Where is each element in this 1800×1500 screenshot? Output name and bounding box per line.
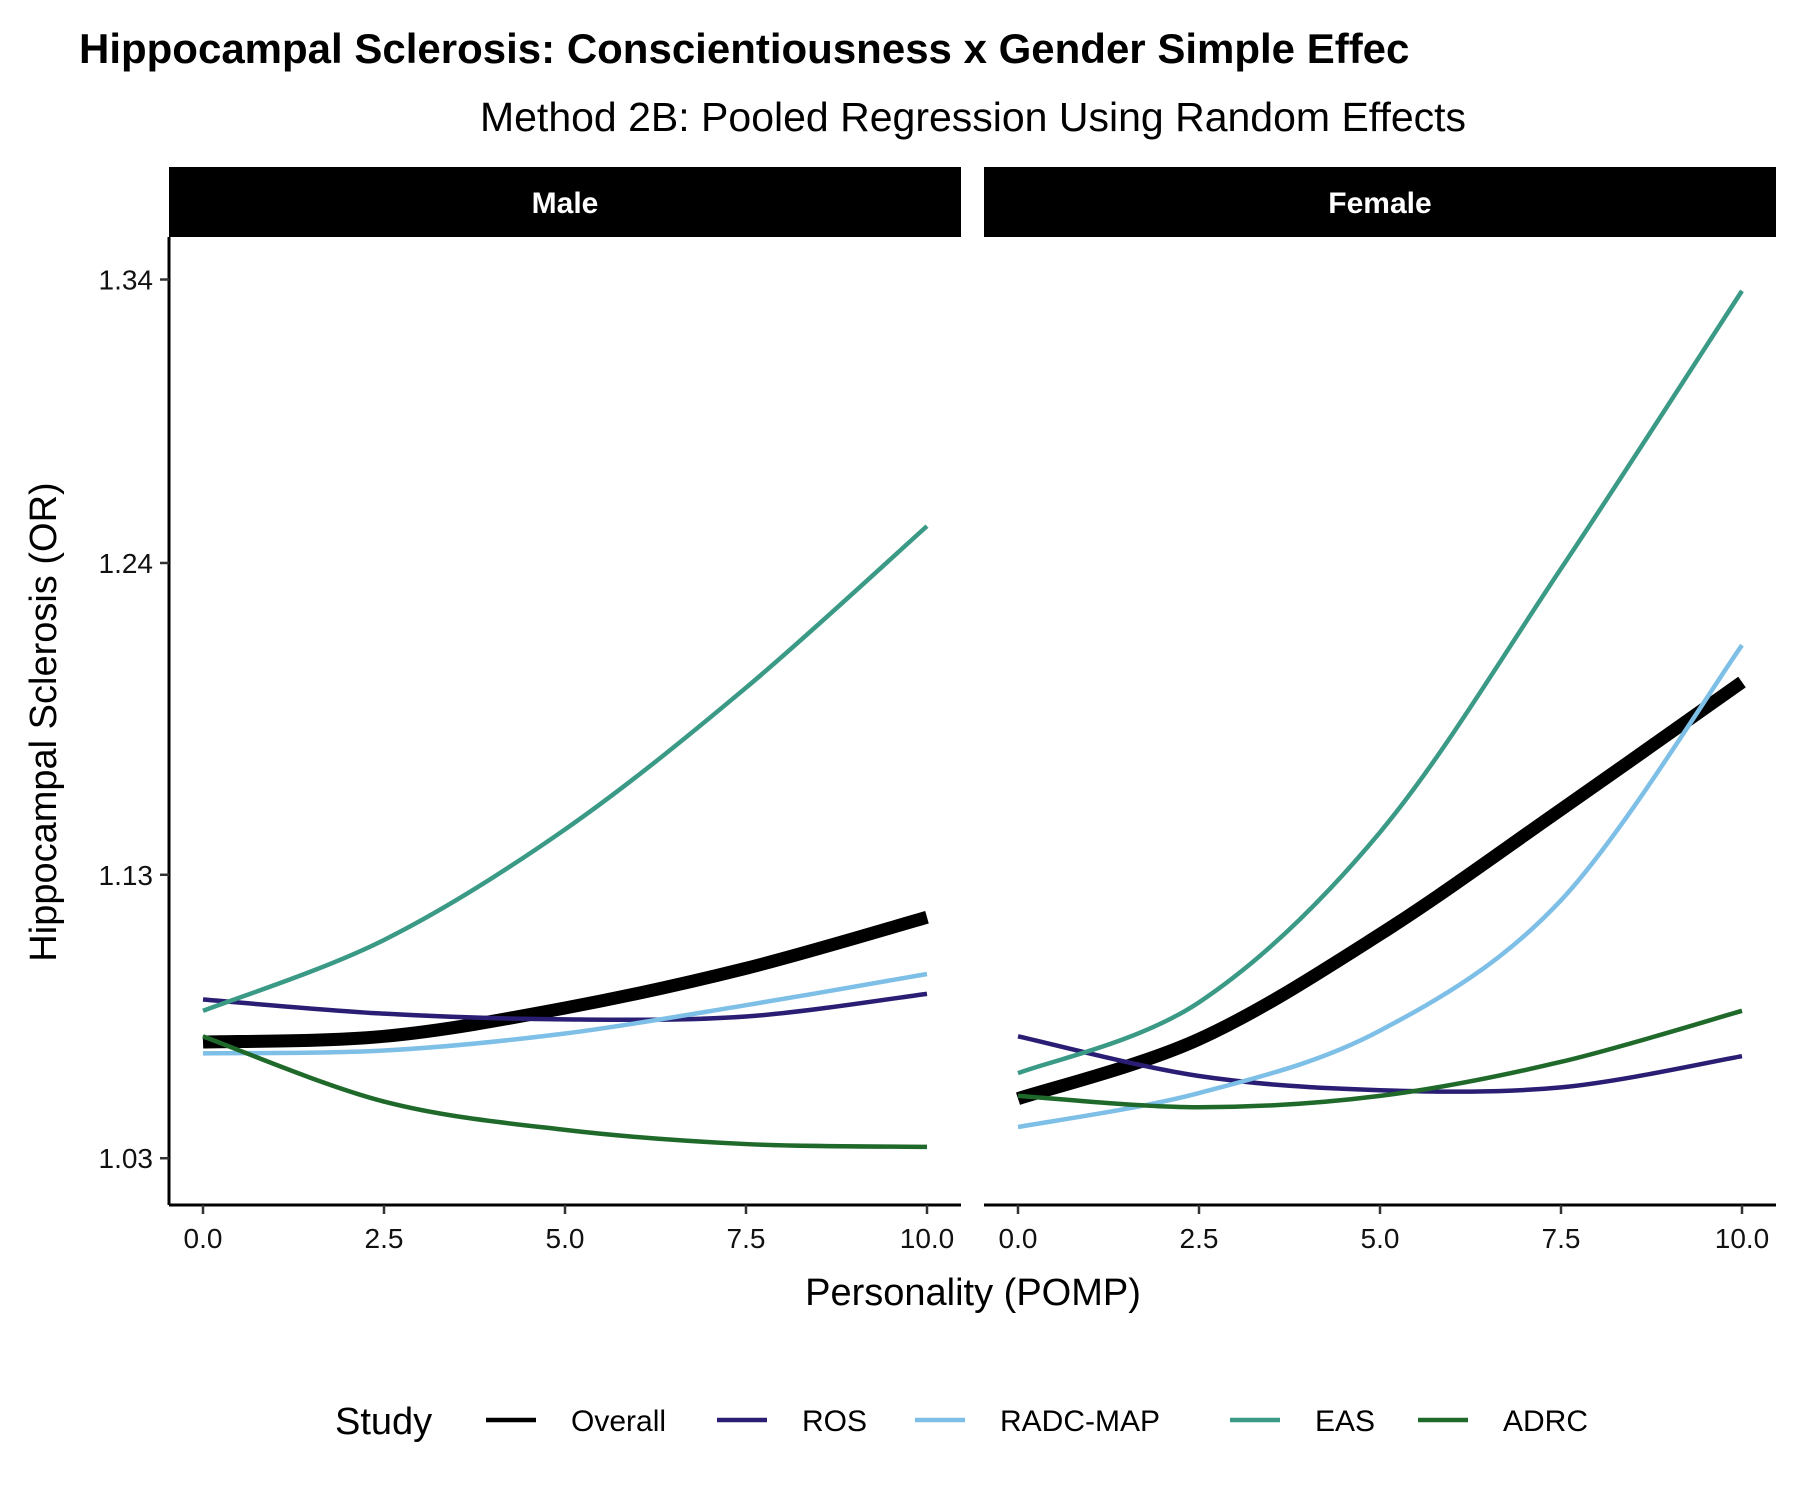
- y-axis-title: Hippocampal Sclerosis (OR): [23, 482, 65, 961]
- series-line-male-overall: [202, 911, 929, 1049]
- x-tick-label-male: 10.0: [900, 1223, 955, 1254]
- chart-subtitle: Method 2B: Pooled Regression Using Rando…: [480, 94, 1466, 140]
- y-tick-label: 1.24: [99, 548, 154, 579]
- x-tick-label-male: 5.0: [546, 1223, 585, 1254]
- x-tick-label-male: 7.5: [727, 1223, 766, 1254]
- x-tick-label-female: 10.0: [1715, 1223, 1770, 1254]
- series-line-female-ros: [1017, 1034, 1743, 1094]
- strip-label-female: Female: [1328, 187, 1431, 220]
- x-tick-label-male: 0.0: [184, 1223, 223, 1254]
- panel-female: [1015, 289, 1746, 1130]
- strip-label-male: Male: [532, 187, 599, 220]
- x-tick-label-female: 2.5: [1180, 1223, 1219, 1254]
- series-line-male-radc-map: [202, 971, 928, 1056]
- legend-label-ros: ROS: [802, 1405, 867, 1438]
- series-line-female-eas: [1017, 289, 1744, 1076]
- y-tick-label: 1.03: [99, 1143, 154, 1174]
- legend-label-radc-map: RADC-MAP: [1000, 1405, 1160, 1438]
- series-line-male-eas: [202, 524, 929, 1013]
- x-tick-label-female: 0.0: [999, 1223, 1038, 1254]
- series-line-male-ros: [202, 991, 928, 1023]
- strip-female: [984, 167, 1776, 237]
- y-tick-label: 1.34: [99, 265, 154, 296]
- panel-male: [202, 524, 929, 1150]
- legend-label-eas: EAS: [1315, 1405, 1375, 1438]
- x-tick-label-female: 7.5: [1542, 1223, 1581, 1254]
- series-line-female-overall: [1015, 676, 1746, 1105]
- y-tick-label: 1.13: [99, 860, 154, 891]
- series-line-male-adrc: [202, 1034, 928, 1150]
- series-line-female-adrc: [1017, 1008, 1743, 1110]
- x-axis-title: Personality (POMP): [805, 1272, 1141, 1314]
- x-tick-label-female: 5.0: [1361, 1223, 1400, 1254]
- chart-title: Hippocampal Sclerosis: Conscientiousness…: [79, 25, 1409, 72]
- axes: 0.0 2.5 5.0 7.5 10.0 0.0 2.5 5.0 7.5 10.0 1.03 1.13…: [99, 237, 1776, 1254]
- strip-male: [169, 167, 961, 237]
- x-tick-label-male: 2.5: [365, 1223, 404, 1254]
- legend-label-adrc: ADRC: [1503, 1405, 1588, 1438]
- series-line-female-radc-map: [1017, 643, 1744, 1130]
- legend: Overall ROS RADC-MAP EAS ADRC: [486, 1405, 1588, 1438]
- legend-label-overall: Overall: [571, 1405, 666, 1438]
- legend-title: Study: [335, 1401, 432, 1443]
